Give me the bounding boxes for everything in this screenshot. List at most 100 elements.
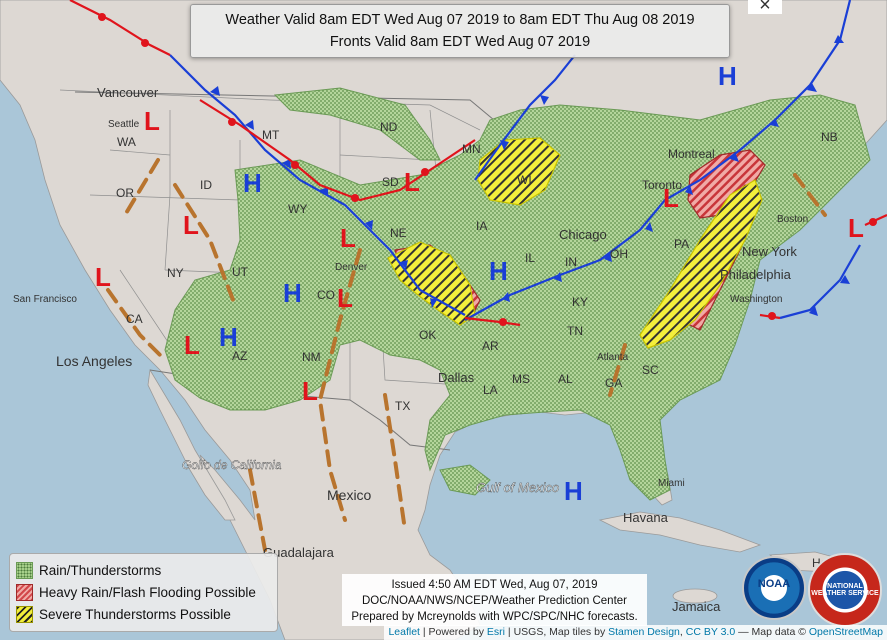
severe-area-plains — [387, 241, 476, 326]
rain-area-northern-plains — [273, 87, 441, 161]
noaa-logo-text: NOAA — [757, 578, 791, 590]
issued-line-2: DOC/NOAA/NWS/NCEP/Weather Prediction Cen… — [361, 595, 627, 607]
leaflet-link[interactable]: Leaflet — [388, 626, 420, 638]
title-line-2: Fronts Valid 8am EDT Wed Aug 07 2019 — [329, 34, 591, 50]
cold-front-great-lakes — [464, 0, 852, 321]
low-pressure-center: L — [144, 106, 160, 136]
label-mt: MT — [262, 128, 280, 142]
noaa-logo[interactable]: NOAA — [742, 556, 806, 620]
legend: Rain/Thunderstorms Heavy Rain/Flash Floo… — [9, 553, 278, 632]
map-title-box: Weather Valid 8am EDT Wed Aug 07 2019 to… — [190, 4, 730, 58]
high-pressure-center: H — [564, 476, 583, 506]
label-sd: SD — [382, 175, 399, 189]
label-la: LA — [483, 383, 498, 397]
label-oh: OH — [610, 247, 628, 261]
label-tn: TN — [567, 324, 583, 338]
trough-3 — [106, 288, 162, 357]
attrib-comma: , — [679, 626, 686, 638]
legend-label: Heavy Rain/Flash Flooding Possible — [39, 584, 256, 600]
label-wy: WY — [288, 202, 307, 216]
label-or: OR — [116, 186, 134, 200]
cuba — [598, 511, 762, 553]
label-montreal: Montreal — [668, 147, 715, 161]
label-ok: OK — [419, 328, 436, 342]
label-tx: TX — [395, 399, 410, 413]
label-ca: CA — [126, 312, 143, 326]
label-ms: MS — [512, 372, 530, 386]
low-pressure-center: L — [404, 167, 420, 197]
label-miami: Miami — [658, 478, 685, 489]
legend-item-heavy-rain: Heavy Rain/Flash Flooding Possible — [16, 581, 271, 603]
trough-5 — [383, 393, 407, 532]
severe-area-east — [639, 179, 763, 349]
label-sc: SC — [642, 363, 659, 377]
esri-link[interactable]: Esri — [486, 626, 506, 638]
label-mn: MN — [462, 142, 481, 156]
close-button[interactable]: × — [748, 0, 782, 15]
trough-2 — [173, 183, 237, 307]
label-golfo-de-california: Golfo de California — [182, 458, 282, 472]
label-chicago: Chicago — [559, 227, 607, 242]
label-los-angeles: Los Angeles — [56, 353, 132, 369]
legend-item-rain: Rain/Thunderstorms — [16, 559, 271, 581]
label-pa: PA — [674, 237, 689, 251]
label-boston: Boston — [777, 214, 808, 225]
trough-8 — [793, 173, 827, 217]
label-ne: NE — [390, 226, 407, 240]
label-jamaica: Jamaica — [672, 599, 721, 614]
trough-7 — [608, 343, 627, 397]
osm-link[interactable]: OpenStreetMap — [808, 626, 883, 638]
low-pressure-center: L — [183, 210, 199, 240]
label-dallas: Dallas — [438, 370, 475, 385]
troughs — [106, 158, 827, 552]
label-mexico: Mexico — [327, 487, 372, 503]
legend-label: Severe Thunderstorms Possible — [39, 606, 231, 622]
cold-front-canada — [474, 54, 576, 181]
low-pressure-center: L — [95, 262, 111, 292]
label-az: AZ — [232, 349, 247, 363]
trough-6 — [248, 468, 267, 552]
label-guadalajara: Guadalajara — [263, 545, 335, 560]
label-ga: GA — [605, 376, 622, 390]
cold-front-barbs — [210, 35, 850, 316]
cc-link[interactable]: CC BY 3.0 — [685, 626, 736, 638]
pressure-centers: H H H H H H L L L L L L L L L L — [95, 61, 864, 506]
attrib-mapdata: — Map data © — [735, 626, 809, 638]
low-pressure-center: L — [848, 213, 864, 243]
label-al: AL — [558, 372, 573, 386]
heavy-rain-swatch-icon — [16, 583, 33, 601]
warm-front-bumps — [98, 13, 877, 326]
high-pressure-center: H — [243, 168, 262, 198]
attrib-usgs: | USGS, Map tiles by — [505, 626, 609, 638]
label-nb: NB — [821, 130, 838, 144]
label-nm: NM — [302, 350, 321, 364]
nws-logo[interactable]: NATIONAL WEATHER SERVICE — [808, 553, 882, 627]
low-pressure-center: L — [340, 223, 356, 253]
label-seattle: Seattle — [108, 119, 140, 130]
trough-4 — [317, 248, 362, 522]
label-nd: ND — [380, 120, 398, 134]
rain-area-gulf-islands — [439, 464, 491, 496]
label-co: CO — [317, 288, 335, 302]
low-pressure-center: L — [184, 330, 200, 360]
nws-logo-text: NATIONAL WEATHER SERVICE — [811, 583, 879, 597]
label-in: IN — [565, 255, 577, 269]
legend-item-severe: Severe Thunderstorms Possible — [16, 603, 271, 625]
rain-swatch-icon — [16, 561, 33, 579]
baja-peninsula — [147, 368, 236, 521]
issued-line-1: Issued 4:50 AM EDT Wed, Aug 07, 2019 — [391, 579, 598, 591]
legend-label: Rain/Thunderstorms — [39, 562, 162, 578]
attrib-powered: | Powered by — [419, 626, 487, 638]
label-havana: Havana — [623, 510, 669, 525]
trough-1 — [123, 158, 160, 217]
label-washington: Washington — [730, 294, 782, 305]
label-ar: AR — [482, 339, 499, 353]
title-line-1: Weather Valid 8am EDT Wed Aug 07 2019 to… — [225, 12, 695, 28]
high-pressure-center: H — [283, 278, 302, 308]
label-wi: WI — [517, 173, 532, 187]
label-toronto: Toronto — [642, 178, 682, 192]
stamen-link[interactable]: Stamen Design — [608, 626, 680, 638]
issued-info: Issued 4:50 AM EDT Wed, Aug 07, 2019 DOC… — [342, 574, 647, 626]
warm-front-northern — [199, 99, 476, 202]
